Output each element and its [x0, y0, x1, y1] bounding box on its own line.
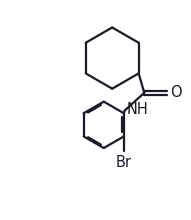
- Text: Br: Br: [116, 155, 132, 170]
- Text: O: O: [170, 85, 181, 100]
- Text: NH: NH: [127, 102, 149, 117]
